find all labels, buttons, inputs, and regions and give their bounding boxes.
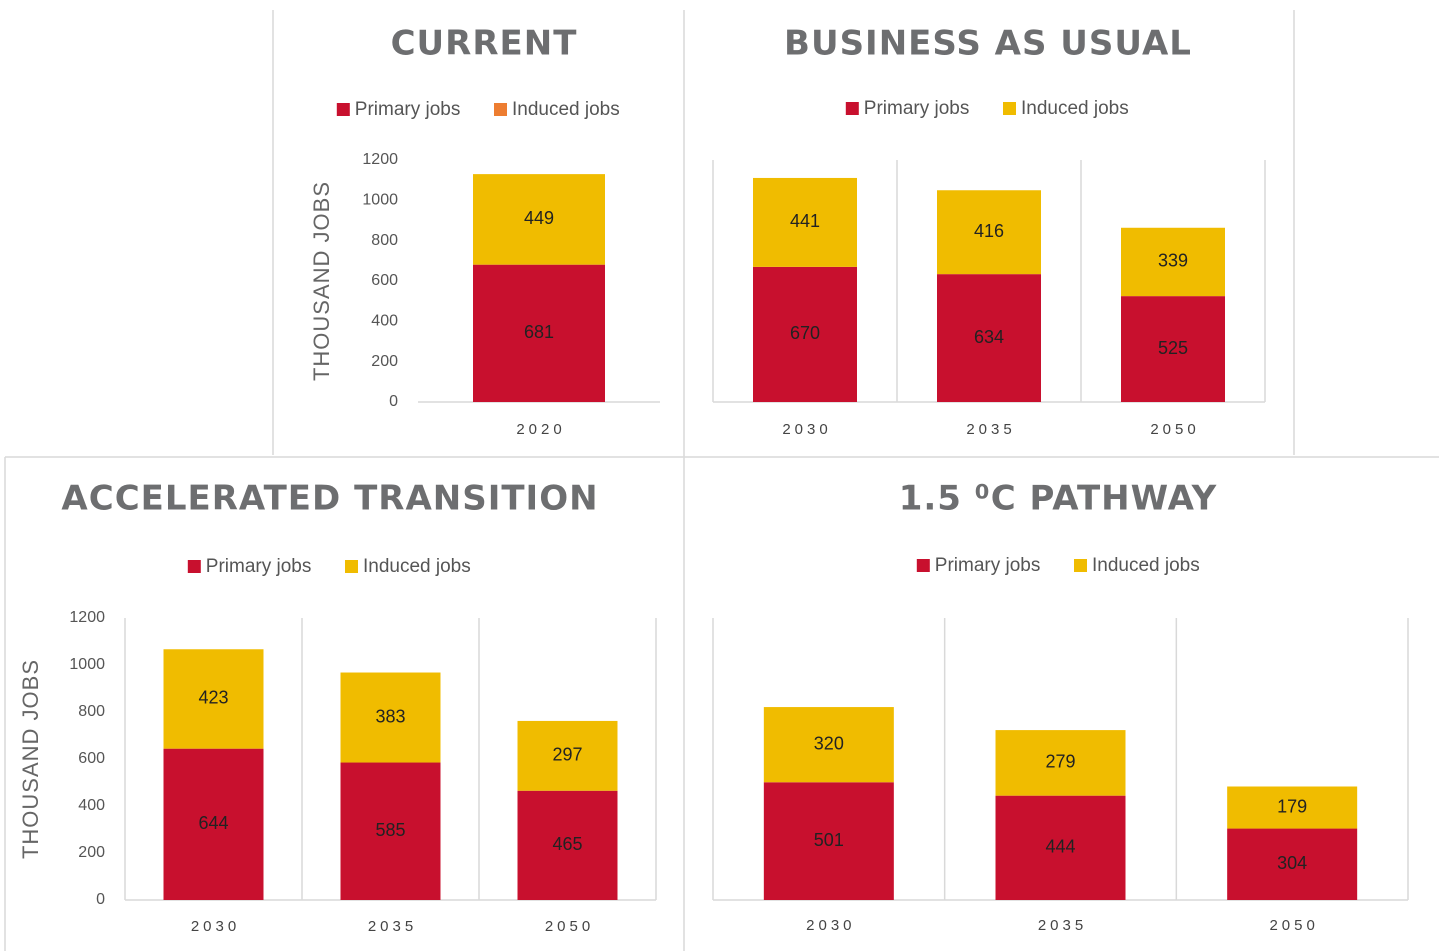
x-tick-label: 2050 xyxy=(1150,421,1199,438)
chart-title: CURRENT xyxy=(391,24,578,64)
data-label: 320 xyxy=(814,733,844,753)
legend-swatch xyxy=(1074,559,1087,572)
legend-swatch xyxy=(1003,102,1016,115)
bar-segment xyxy=(340,672,441,763)
x-tick-label: 2030 xyxy=(806,917,855,934)
bar-segment xyxy=(1121,296,1225,402)
x-tick-label: 2020 xyxy=(516,421,565,438)
x-tick-label: 2050 xyxy=(545,918,594,935)
data-label: 670 xyxy=(790,323,820,343)
data-label: 304 xyxy=(1277,853,1307,873)
y-tick-label: 0 xyxy=(96,891,105,908)
y-tick-label: 600 xyxy=(78,750,105,767)
x-tick-label: 2035 xyxy=(1038,917,1087,934)
bar-segment xyxy=(763,707,894,783)
y-tick-label: 1000 xyxy=(69,656,105,673)
data-label: 449 xyxy=(524,208,554,228)
x-tick-label: 2050 xyxy=(1269,917,1318,934)
x-tick-label: 2030 xyxy=(782,421,831,438)
legend-swatch xyxy=(916,559,930,572)
chart-title: ACCELERATED TRANSITION xyxy=(61,479,598,519)
bar-segment xyxy=(753,177,857,267)
bar-segment xyxy=(995,730,1126,796)
y-tick-label: 200 xyxy=(371,353,398,370)
bar-segment xyxy=(517,720,618,791)
y-tick-label: 800 xyxy=(371,232,398,249)
bar-segment xyxy=(163,649,264,749)
bar-segment xyxy=(517,790,618,900)
y-tick-label: 400 xyxy=(78,797,105,814)
legend-label: Primary jobs xyxy=(206,556,312,577)
bar-segment xyxy=(340,762,441,900)
chart-title: 1.5 ⁰C PATHWAY xyxy=(899,479,1218,519)
chart-title: BUSINESS AS USUAL xyxy=(784,24,1192,64)
y-tick-label: 400 xyxy=(371,313,398,330)
bar-segment xyxy=(753,266,857,402)
y-tick-label: 1200 xyxy=(69,609,105,626)
bar-segment xyxy=(937,190,1041,275)
bar-segment xyxy=(1227,828,1358,900)
data-label: 634 xyxy=(974,327,1004,347)
legend-label: Induced jobs xyxy=(512,99,620,120)
data-label: 423 xyxy=(198,688,228,708)
y-axis-label: THOUSAND JOBS xyxy=(309,181,334,381)
legend-swatch xyxy=(845,102,859,115)
legend-label: Primary jobs xyxy=(864,98,970,119)
bar-segment xyxy=(473,264,605,402)
bar-segment xyxy=(763,782,894,900)
y-tick-label: 800 xyxy=(78,703,105,720)
data-label: 383 xyxy=(375,706,405,726)
bar-segment xyxy=(1121,227,1225,297)
y-axis-label: THOUSAND JOBS xyxy=(18,659,43,859)
x-tick-label: 2035 xyxy=(966,421,1015,438)
bar-segment xyxy=(995,795,1126,900)
data-label: 416 xyxy=(974,221,1004,241)
data-label: 585 xyxy=(375,820,405,840)
data-label: 681 xyxy=(524,322,554,342)
legend-swatch xyxy=(494,103,507,116)
legend-label: Primary jobs xyxy=(935,555,1041,576)
data-label: 339 xyxy=(1158,251,1188,271)
data-label: 644 xyxy=(198,813,228,833)
legend-label: Induced jobs xyxy=(1021,98,1129,119)
bar-segment xyxy=(473,174,605,265)
data-label: 297 xyxy=(552,745,582,765)
bar-segment xyxy=(937,274,1041,402)
y-tick-label: 1200 xyxy=(362,151,398,168)
legend-swatch xyxy=(187,560,201,573)
legend-swatch xyxy=(336,103,350,116)
data-label: 279 xyxy=(1045,752,1075,772)
data-label: 444 xyxy=(1045,837,1075,857)
legend-label: Induced jobs xyxy=(1092,555,1200,576)
data-label: 441 xyxy=(790,211,820,231)
x-tick-label: 2030 xyxy=(191,918,240,935)
data-label: 179 xyxy=(1277,796,1307,816)
y-tick-label: 600 xyxy=(371,272,398,289)
legend-swatch xyxy=(345,560,358,573)
data-label: 525 xyxy=(1158,338,1188,358)
y-tick-label: 200 xyxy=(78,844,105,861)
bar-segment xyxy=(1227,786,1358,829)
y-tick-label: 0 xyxy=(389,393,398,410)
data-label: 501 xyxy=(814,830,844,850)
data-label: 465 xyxy=(552,834,582,854)
legend-label: Induced jobs xyxy=(363,556,471,577)
y-tick-label: 1000 xyxy=(362,192,398,209)
legend-label: Primary jobs xyxy=(355,99,461,120)
bar-segment xyxy=(163,748,264,900)
x-tick-label: 2035 xyxy=(368,918,417,935)
